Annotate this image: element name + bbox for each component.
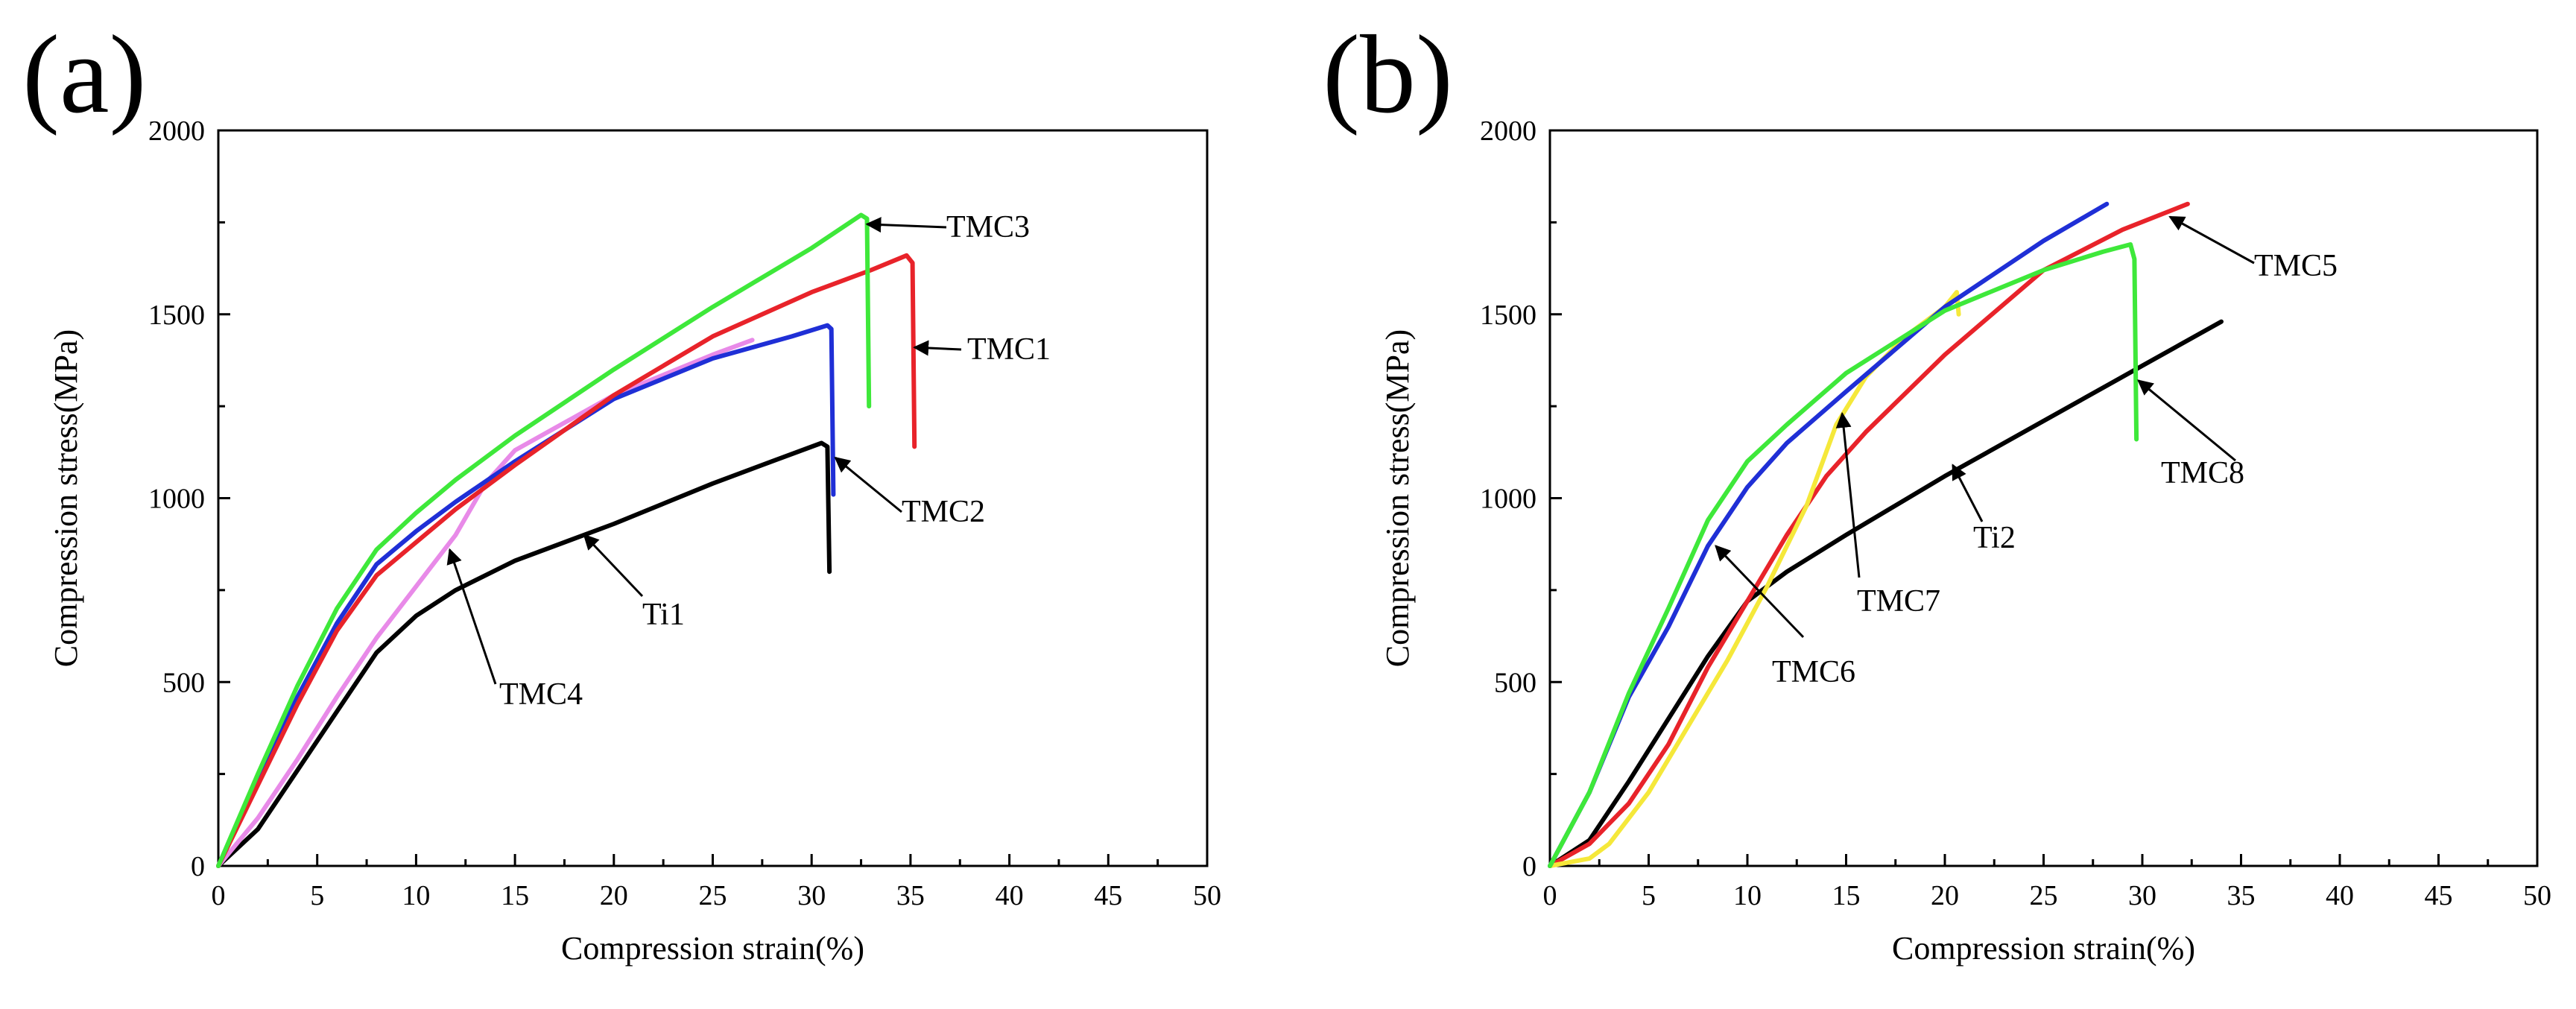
annotation-label-tmc8: TMC8 bbox=[2161, 456, 2244, 490]
x-tick-label: 35 bbox=[2227, 880, 2256, 911]
series-line-ti1 bbox=[216, 440, 832, 868]
annotation-label-tmc2: TMC2 bbox=[902, 495, 985, 529]
y-tick-label: 2000 bbox=[148, 116, 205, 147]
x-tick-label: 45 bbox=[1094, 880, 1122, 911]
annotation-arrow-tmc7 bbox=[1835, 411, 1861, 578]
series-line-tmc3 bbox=[216, 212, 872, 868]
annotation-label-tmc6: TMC6 bbox=[1772, 655, 1855, 689]
annotation-arrow-tmc8 bbox=[2137, 379, 2236, 462]
annotation-label-tmc1: TMC1 bbox=[967, 332, 1051, 367]
x-tick-label: 0 bbox=[212, 880, 226, 911]
x-tick-label: 10 bbox=[1733, 880, 1762, 911]
x-tick-label: 50 bbox=[1193, 880, 1221, 911]
panel-label: (a) bbox=[22, 13, 146, 136]
x-tick-label: 30 bbox=[797, 880, 826, 911]
x-axis-title: Compression strain(%) bbox=[1892, 930, 2195, 967]
x-tick-label: 30 bbox=[2128, 880, 2156, 911]
x-tick-label: 25 bbox=[2030, 880, 2058, 911]
y-tick-label: 500 bbox=[162, 667, 205, 698]
x-tick-label: 35 bbox=[896, 880, 925, 911]
x-axis-title: Compression strain(%) bbox=[561, 930, 864, 967]
annotation-label-ti2: Ti2 bbox=[1973, 521, 2016, 555]
annotation-arrow-ti1 bbox=[583, 534, 644, 598]
annotation-arrow-tmc4 bbox=[446, 548, 497, 685]
series-line-tmc4 bbox=[216, 338, 755, 868]
x-tick-label: 0 bbox=[1543, 880, 1557, 911]
y-tick-label: 1500 bbox=[148, 300, 205, 331]
annotation-arrow-tmc2 bbox=[834, 456, 902, 513]
y-tick-label: 1000 bbox=[148, 484, 205, 515]
x-tick-label: 40 bbox=[996, 880, 1024, 911]
y-tick-label: 1000 bbox=[1480, 484, 1537, 515]
chart-panel-a: (a)0 5 10 15 20 25 30 35 40 45 500500100015002000C… bbox=[22, 13, 1221, 967]
x-tick-label: 50 bbox=[2523, 880, 2551, 911]
annotation-label-ti1: Ti1 bbox=[642, 598, 685, 632]
series-line-tmc7 bbox=[1548, 290, 1961, 868]
y-tick-label: 2000 bbox=[1480, 116, 1537, 147]
annotation-arrow-tmc1 bbox=[913, 340, 962, 356]
x-tick-label: 20 bbox=[600, 880, 628, 911]
y-tick-label: 500 bbox=[1494, 667, 1537, 698]
annotation-arrow-tmc6 bbox=[1715, 545, 1805, 639]
annotation-label-tmc5: TMC5 bbox=[2254, 249, 2338, 283]
annotation-arrow-tmc3 bbox=[865, 217, 947, 233]
series-line-tmc2 bbox=[216, 323, 836, 868]
y-tick-label: 0 bbox=[1522, 851, 1537, 882]
x-tick-label: 5 bbox=[310, 880, 324, 911]
panel-label: (b) bbox=[1323, 13, 1453, 136]
x-tick-label: 40 bbox=[2326, 880, 2354, 911]
series-line-tmc5 bbox=[1548, 201, 2190, 868]
series-line-tmc8 bbox=[1548, 242, 2139, 868]
series-line-tmc1 bbox=[216, 253, 917, 868]
x-tick-label: 45 bbox=[2425, 880, 2453, 911]
annotation-label-tmc4: TMC4 bbox=[499, 677, 583, 712]
x-tick-label: 15 bbox=[501, 880, 529, 911]
annotation-arrow-ti2 bbox=[1952, 464, 1984, 522]
x-tick-label: 10 bbox=[402, 880, 430, 911]
x-tick-label: 25 bbox=[699, 880, 727, 911]
annotation-label-tmc7: TMC7 bbox=[1857, 584, 1940, 619]
annotation-arrow-tmc5 bbox=[2168, 215, 2255, 265]
chart-panel-b: (b)0 5 10 15 20 25 30 35 40 45 500500100015002000C… bbox=[1323, 13, 2551, 967]
y-axis-title: Compression stress(MPa) bbox=[1379, 329, 1416, 667]
plot-frame bbox=[217, 129, 1209, 867]
y-tick-label: 1500 bbox=[1480, 300, 1537, 331]
y-tick-label: 0 bbox=[191, 851, 205, 882]
x-tick-label: 5 bbox=[1642, 880, 1656, 911]
annotation-label-tmc3: TMC3 bbox=[946, 210, 1030, 244]
series-line-tmc6 bbox=[1548, 201, 2110, 868]
x-tick-label: 15 bbox=[1832, 880, 1861, 911]
y-axis-title: Compression stress(MPa) bbox=[48, 329, 84, 667]
x-tick-label: 20 bbox=[1931, 880, 1959, 911]
